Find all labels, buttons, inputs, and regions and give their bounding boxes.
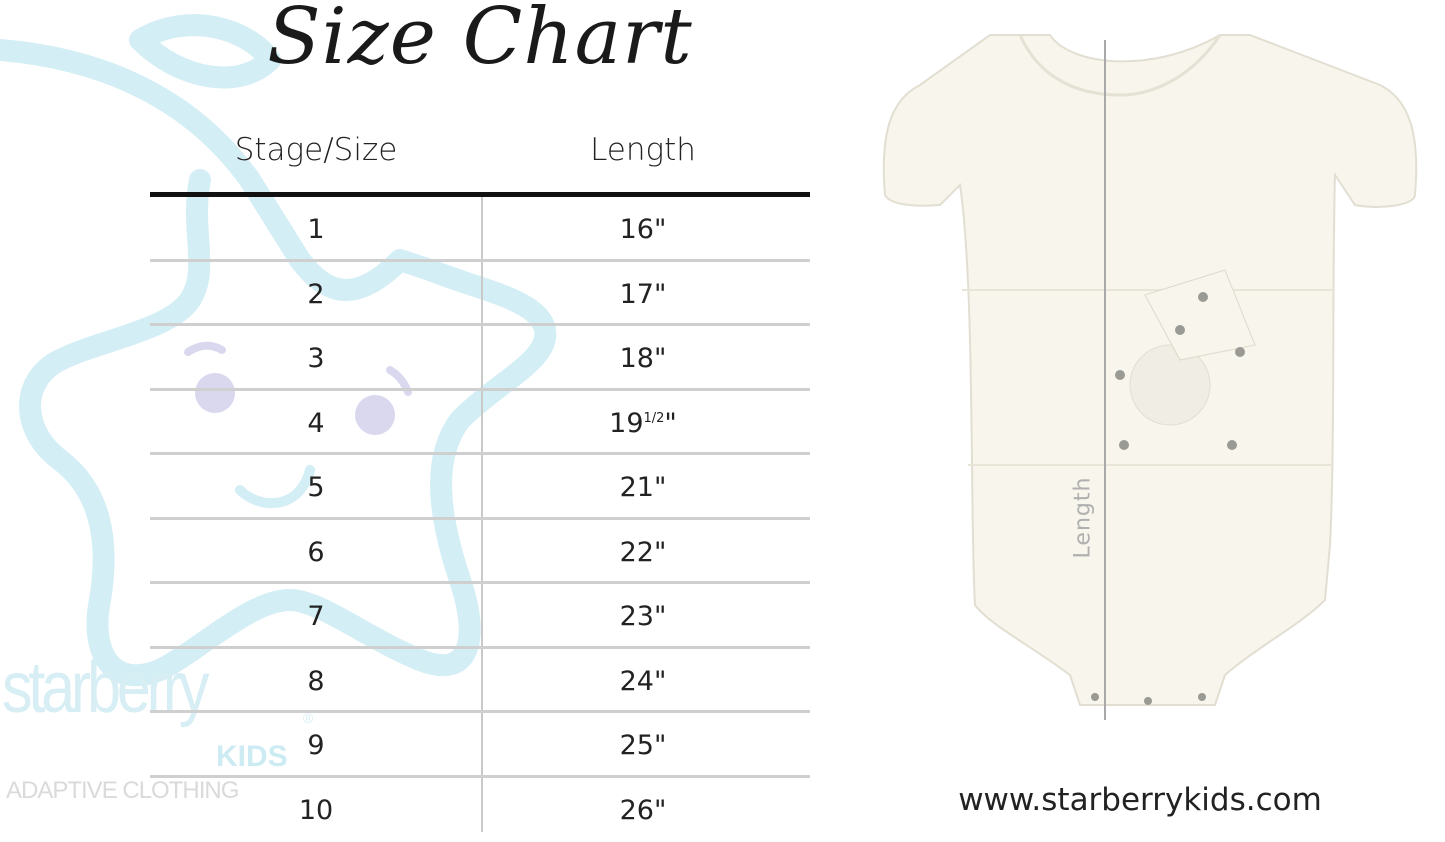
length-measure-label: Length bbox=[1070, 477, 1095, 559]
size-cell: 2 bbox=[307, 280, 324, 310]
baby-onesie-illustration bbox=[880, 25, 1420, 735]
size-cell: 4 bbox=[307, 409, 324, 439]
column-header-length: Length bbox=[493, 132, 793, 168]
length-unit: " bbox=[664, 408, 676, 439]
length-cell: 17" bbox=[620, 280, 667, 310]
table-row: 8 24" bbox=[150, 649, 810, 714]
size-cell: 9 bbox=[307, 731, 324, 761]
length-fraction: 1/2 bbox=[644, 411, 665, 426]
table-row: 2 17" bbox=[150, 262, 810, 327]
table-row: 9 25" bbox=[150, 713, 810, 778]
size-cell: 1 bbox=[307, 215, 324, 245]
website-url: www.starberrykids.com bbox=[900, 782, 1380, 818]
size-cell: 10 bbox=[299, 796, 333, 826]
length-cell: 26" bbox=[620, 796, 667, 826]
column-header-size: Stage/Size bbox=[166, 132, 466, 168]
length-whole: 19 bbox=[609, 408, 643, 439]
length-cell: 24" bbox=[620, 667, 667, 697]
table-row: 7 23" bbox=[150, 584, 810, 649]
length-cell: 18" bbox=[620, 344, 667, 374]
length-cell: 22" bbox=[620, 538, 667, 568]
size-cell: 6 bbox=[307, 538, 324, 568]
table-row: 10 26" bbox=[150, 778, 810, 842]
table-row: 3 18" bbox=[150, 326, 810, 391]
page-title: Size Chart bbox=[230, 0, 730, 82]
size-cell: 3 bbox=[307, 344, 324, 374]
size-cell: 5 bbox=[307, 473, 324, 503]
length-cell: 191/2" bbox=[609, 409, 677, 439]
length-cell: 21" bbox=[620, 473, 667, 503]
length-cell: 16" bbox=[620, 215, 667, 245]
table-row: 4 191/2" bbox=[150, 391, 810, 456]
length-cell: 25" bbox=[620, 731, 667, 761]
size-cell: 7 bbox=[307, 602, 324, 632]
length-cell: 23" bbox=[620, 602, 667, 632]
size-cell: 8 bbox=[307, 667, 324, 697]
table-row: 5 21" bbox=[150, 455, 810, 520]
table-row: 6 22" bbox=[150, 520, 810, 585]
table-row: 1 16" bbox=[150, 197, 810, 262]
